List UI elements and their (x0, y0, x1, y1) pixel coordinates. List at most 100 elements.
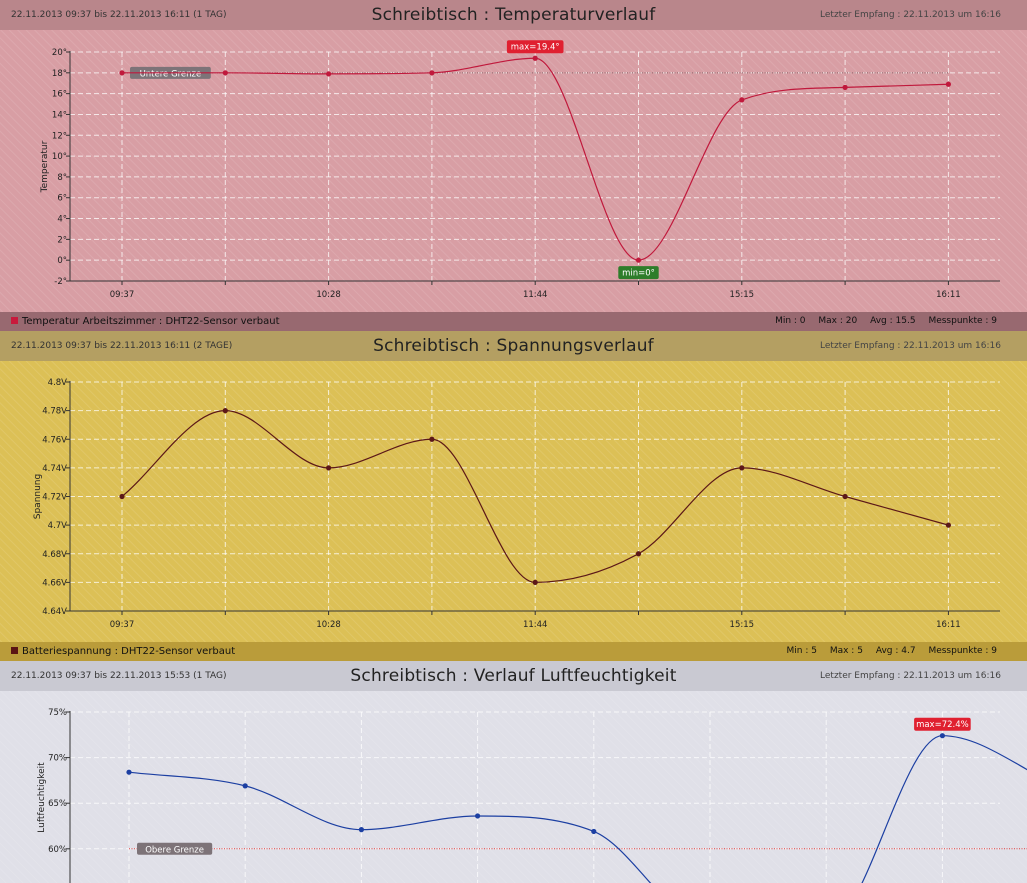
data-point (939, 733, 946, 739)
data-point (126, 769, 132, 775)
threshold-label: Untere Grenze (140, 69, 202, 79)
temp-chart-title: Schreibtisch : Temperaturverlauf (371, 5, 656, 25)
volt-last-received: Letzter Empfang : 22.11.2013 um 16:16 (820, 341, 1001, 351)
volt-stats: Min : 5 Max : 5 Avg : 4.7 Messpunkte : 9 (777, 642, 997, 661)
volt-header: 22.11.2013 09:37 bis 22.11.2013 16:11 (2… (0, 331, 1027, 361)
threshold-label: Obere Grenze (145, 845, 204, 855)
volt-min: Min : 5 (786, 646, 817, 656)
series-line (128, 735, 1027, 883)
data-point (242, 783, 248, 789)
max-annotation-bg (914, 717, 971, 731)
y-axis-label: Spannung (33, 474, 43, 519)
hum-date-range: 22.11.2013 09:37 bis 22.11.2013 15:53 (1… (11, 671, 227, 681)
temp-max: Max : 20 (818, 316, 858, 326)
y-tick-label: 4.72V (42, 493, 67, 503)
y-tick-label: 4.76V (42, 435, 67, 445)
data-point (119, 70, 125, 76)
data-point (945, 81, 952, 87)
data-point (222, 70, 228, 76)
y-tick-label: 2° (57, 235, 67, 245)
x-tick-label: 10:28 (316, 620, 341, 630)
y-axis-label: Luftfeuchtigkeit (37, 762, 47, 833)
y-axis-label: Temperatur (40, 140, 50, 193)
volt-chart-title: Schreibtisch : Spannungsverlauf (373, 336, 654, 356)
data-point (945, 522, 952, 528)
data-point (739, 97, 745, 103)
y-tick-label: 12° (52, 131, 67, 141)
series-line (122, 57, 949, 261)
data-point (635, 257, 642, 263)
y-tick-label: 70% (48, 754, 67, 764)
y-tick-label: 8° (57, 173, 67, 183)
x-tick-label: 11:44 (523, 620, 548, 630)
temperature-chart: -2° 0° 2° 4° 6° 8° 10° 12° 14° 16° 18° 20° 09:37 10:2… (0, 30, 1027, 312)
y-tick-label: 4.7V (48, 521, 68, 531)
y-tick-label: 4.66V (42, 578, 67, 588)
x-tick-label: 16:11 (936, 290, 961, 300)
volt-legend: Batteriespannung : DHT22-Sensor verbaut (11, 642, 235, 661)
temp-footer: Temperatur Arbeitszimmer : DHT22-Sensor … (0, 312, 1027, 331)
y-tick-label: 4.68V (42, 550, 67, 560)
temp-last-received: Letzter Empfang : 22.11.2013 um 16:16 (820, 10, 1001, 20)
x-tick-label: 16:11 (936, 620, 961, 630)
y-tick-label: 0° (57, 256, 67, 266)
x-tick-label: 10:28 (316, 290, 341, 300)
x-tick-label: 09:37 (110, 620, 135, 630)
data-point (532, 579, 538, 585)
volt-footer: Batteriespannung : DHT22-Sensor verbaut … (0, 642, 1027, 661)
y-tick-label: 16° (52, 90, 67, 100)
y-tick-label: 4.8V (48, 378, 68, 388)
data-point (119, 493, 125, 500)
min-annotation: min=0° (622, 269, 655, 279)
series-line (121, 410, 949, 583)
x-tick-label: 15:15 (730, 290, 755, 300)
y-tick-label: 65% (48, 799, 67, 809)
data-point (429, 436, 435, 442)
y-tick-label: 75% (48, 708, 67, 718)
y-tick-label: 6° (57, 194, 67, 204)
max-annotation-bg (506, 40, 564, 54)
temp-min: Min : 0 (775, 316, 806, 326)
y-tick-label: 4.74V (42, 464, 67, 474)
y-tick-label: 4° (57, 215, 67, 225)
volt-max: Max : 5 (829, 646, 863, 656)
volt-points: Messpunkte : 9 (928, 646, 997, 656)
temp-stats: Min : 0 Max : 20 Avg : 15.5 Messpunkte :… (765, 312, 997, 331)
voltage-chart: 4.64V 4.66V 4.68V 4.7V 4.72V 4.74V 4.76V 4.78V 4… (0, 361, 1027, 642)
data-point (739, 465, 745, 471)
y-tick-label: 14° (52, 110, 67, 120)
y-tick-label: 4.64V (42, 607, 67, 617)
x-tick-label: 09:37 (110, 290, 135, 300)
data-point (842, 493, 848, 500)
temp-series-name: Temperatur Arbeitszimmer : DHT22-Sensor … (22, 316, 280, 327)
data-point (358, 827, 364, 833)
max-annotation: max=72.4% (916, 720, 969, 730)
max-annotation: max=19.4° (511, 43, 560, 53)
y-tick-label: 4.78V (42, 407, 67, 417)
y-tick-label: 18° (52, 69, 67, 79)
temp-date-range: 22.11.2013 09:37 bis 22.11.2013 16:11 (1… (11, 10, 227, 20)
temp-points: Messpunkte : 9 (928, 316, 997, 326)
temp-legend-swatch (11, 317, 18, 324)
data-point (475, 813, 481, 819)
x-tick-label: 15:15 (730, 620, 755, 630)
hum-header: 22.11.2013 09:37 bis 22.11.2013 15:53 (1… (0, 661, 1027, 691)
plot-hatch (0, 361, 1027, 642)
y-tick-label: 60% (48, 845, 67, 855)
y-tick-label: 10° (52, 152, 67, 162)
hum-last-received: Letzter Empfang : 22.11.2013 um 16:16 (820, 671, 1001, 681)
threshold-label-bg (137, 842, 213, 855)
volt-legend-swatch (11, 647, 18, 654)
data-point (326, 465, 332, 471)
volt-series-name: Batteriespannung : DHT22-Sensor verbaut (22, 646, 236, 657)
hum-chart-title: Schreibtisch : Verlauf Luftfeuchtigkeit (350, 666, 677, 686)
data-point (591, 828, 597, 835)
data-point (222, 408, 228, 414)
data-point (429, 70, 435, 76)
data-point (635, 551, 642, 557)
y-tick-label: -2° (54, 277, 67, 287)
volt-avg: Avg : 4.7 (875, 646, 916, 656)
data-point (842, 84, 848, 90)
temp-header: 22.11.2013 09:37 bis 22.11.2013 16:11 (1… (0, 0, 1027, 30)
